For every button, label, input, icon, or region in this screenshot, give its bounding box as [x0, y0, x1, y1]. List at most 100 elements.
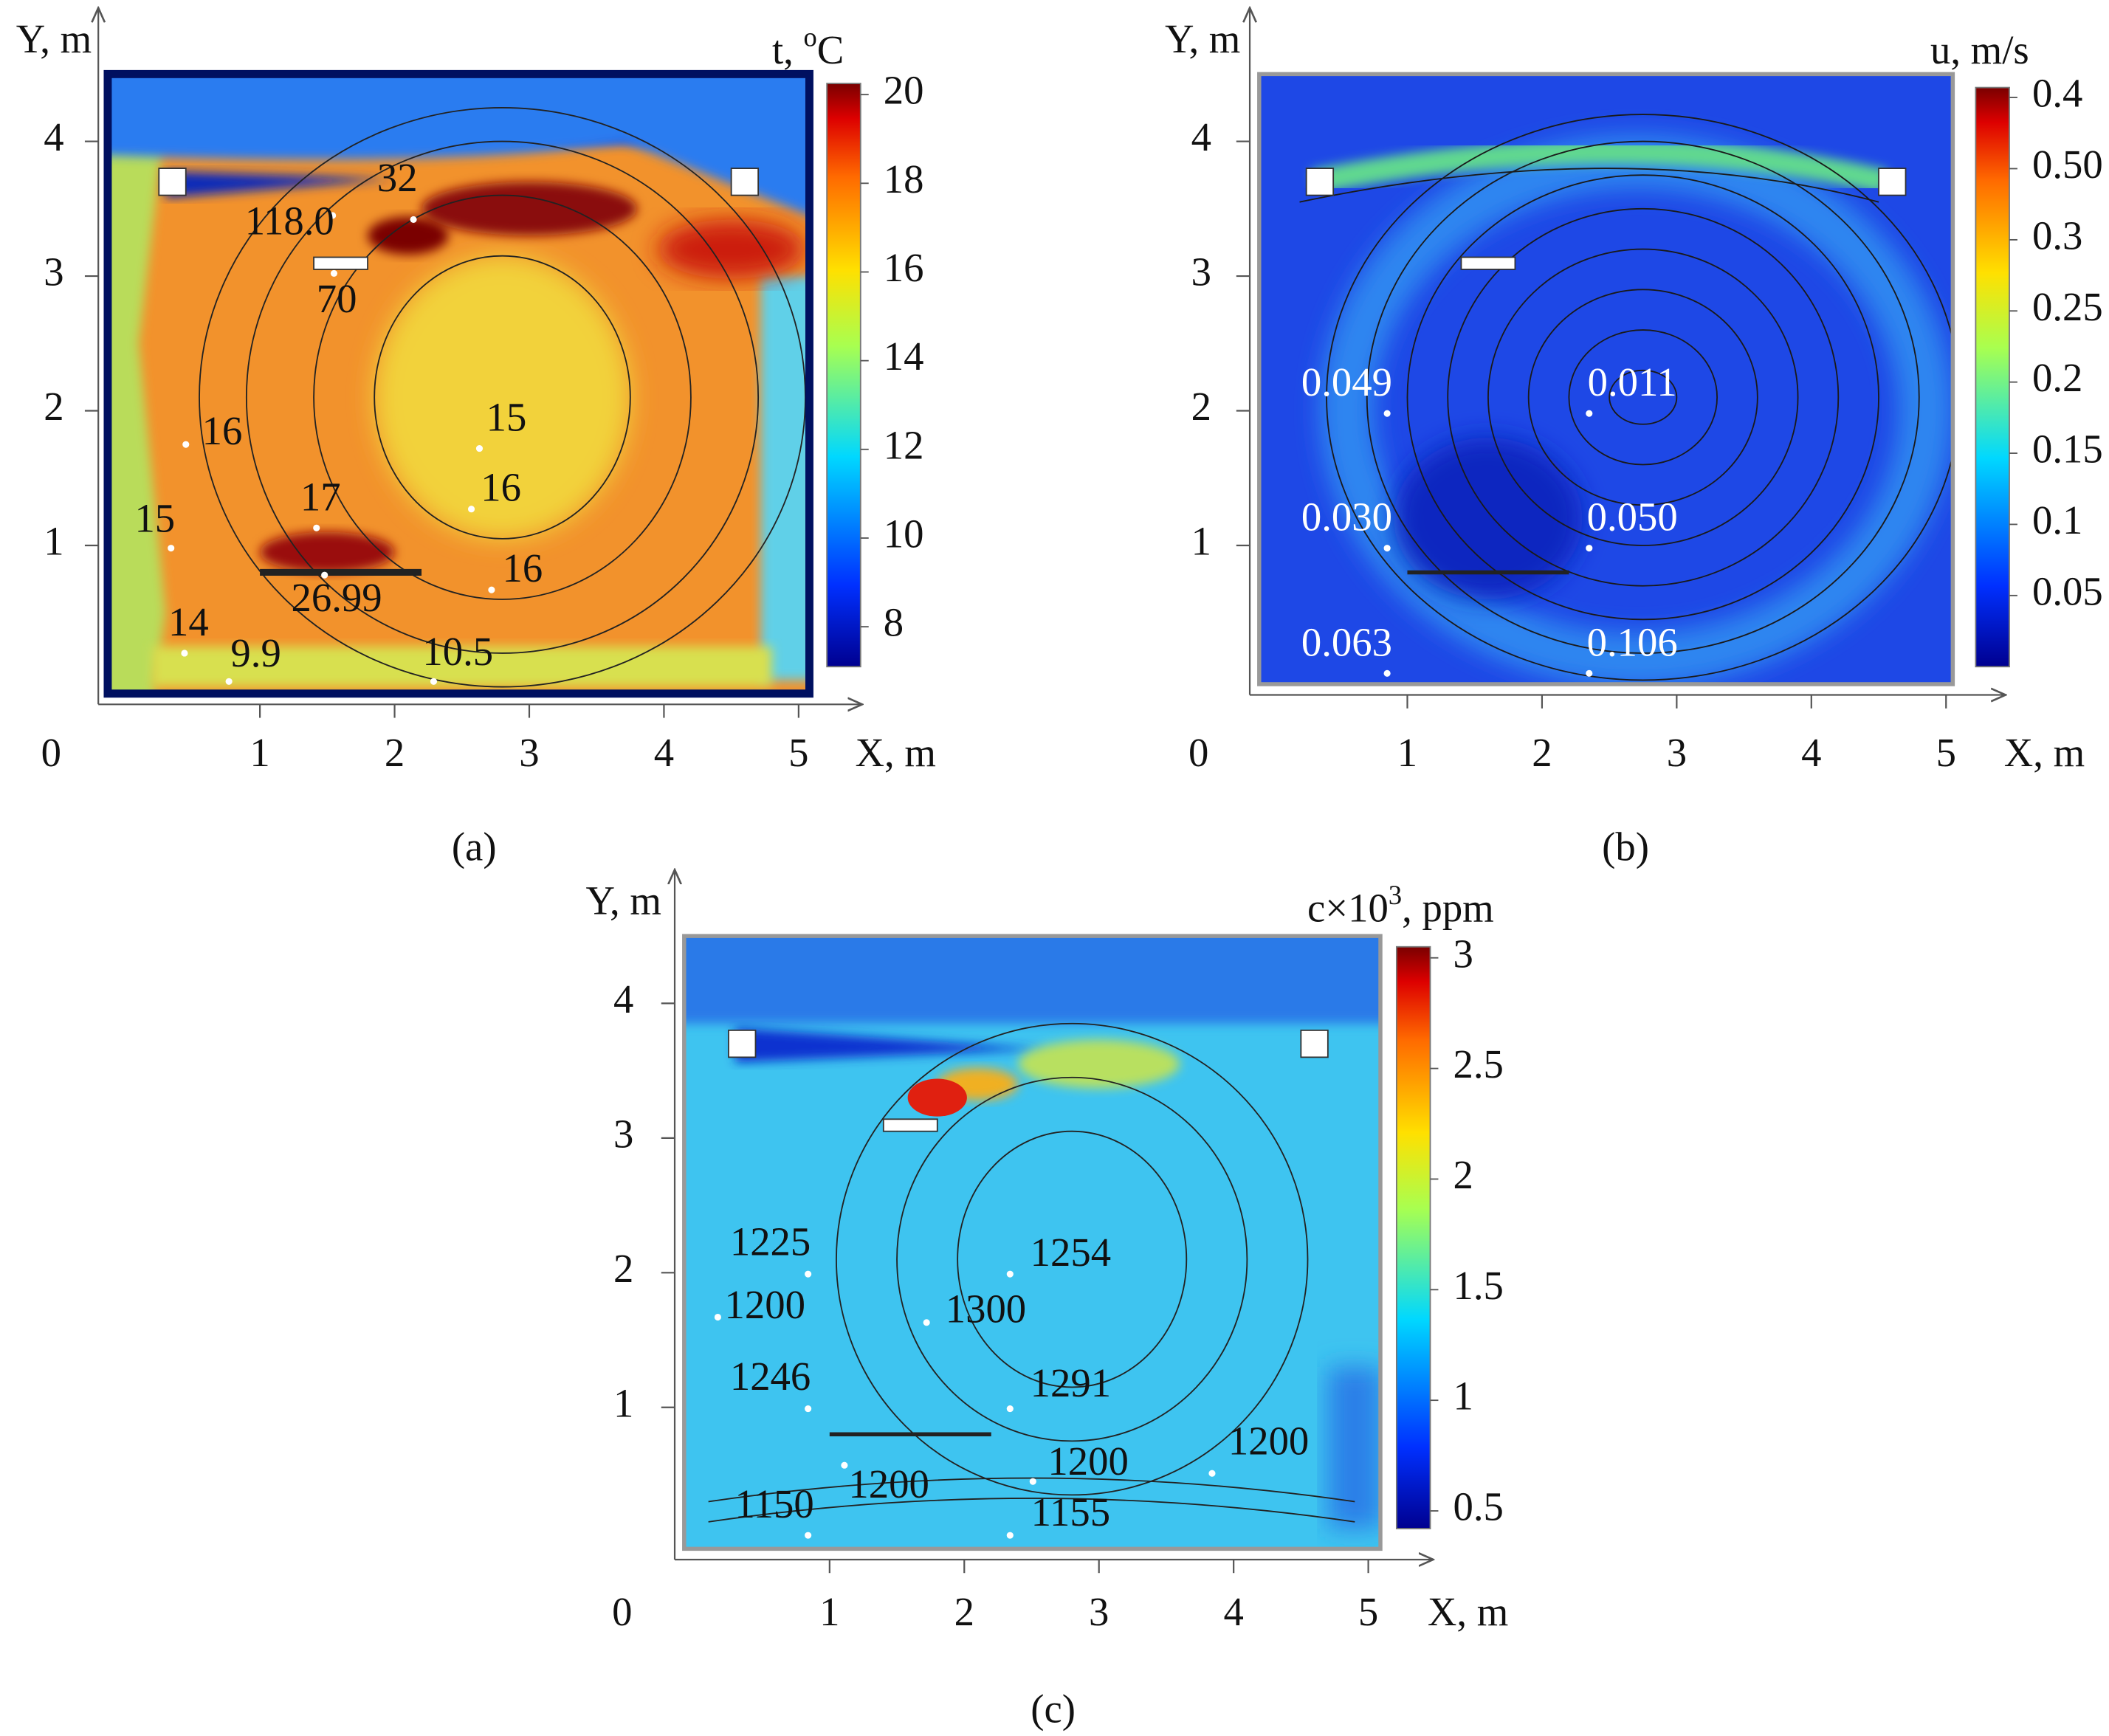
probe-point [182, 441, 190, 448]
probe-point [330, 269, 338, 277]
colorbar-title-text: c×10 [1307, 885, 1389, 930]
field-cool-left [107, 74, 171, 694]
colorbar [1395, 946, 1431, 1529]
inlet [728, 1029, 757, 1058]
streamline [1366, 140, 1920, 654]
probe-point [1006, 1270, 1014, 1278]
contour-line [836, 1022, 1309, 1496]
contour-line [245, 140, 760, 654]
plot-frame [1257, 72, 1955, 686]
probe-point [1383, 669, 1391, 677]
colorbar-tick-label: 2.5 [1453, 1041, 1504, 1086]
probe-label: 0.049 [1301, 359, 1392, 404]
origin-label: 0 [1188, 730, 1208, 775]
y-tick-label: 2 [613, 1246, 633, 1291]
probe-point [410, 216, 417, 223]
probe-point [1586, 410, 1593, 417]
probe-label: 0.030 [1301, 495, 1392, 540]
field-cool-top [684, 936, 1381, 1024]
probe-label: 1200 [848, 1461, 929, 1506]
colorbar-tick-label: 0.2 [2032, 355, 2082, 400]
contour-line [957, 1130, 1188, 1388]
probe-label: 16 [202, 408, 243, 453]
x-tick-label: 1 [1397, 730, 1417, 775]
y-tick-label: 1 [44, 519, 63, 564]
heater [1460, 256, 1516, 270]
x-tick-label: 4 [1223, 1589, 1243, 1634]
field-jet [735, 1027, 1045, 1063]
streamline [1568, 329, 1718, 466]
field-cool-right [1327, 1367, 1381, 1529]
colorbar-title-text: u, m/s [1930, 27, 2029, 72]
field-cool-bottom [152, 646, 772, 687]
colorbar-title: c×103, ppm [1307, 880, 1494, 929]
probe-label: 9.9 [230, 630, 281, 675]
colorbar-title-end: , ppm [1402, 885, 1494, 930]
y-tick-label: 3 [1191, 249, 1211, 294]
colorbar-tick-label: 10 [884, 512, 924, 557]
probe-point [329, 212, 337, 219]
colorbar-title-sup: o [804, 22, 817, 52]
probe-point [430, 678, 438, 685]
field-cool-right [760, 276, 810, 681]
plot-frame [103, 69, 813, 698]
probe-label: 14 [168, 599, 209, 644]
field-core [1394, 438, 1583, 599]
probe-point [1006, 1532, 1014, 1539]
panel-label: (b) [1602, 824, 1649, 869]
y-tick-label: 4 [613, 976, 633, 1022]
colorbar-tick-label: 18 [884, 156, 924, 202]
x-tick-label: 4 [1801, 730, 1821, 775]
colorbar-title-text: t, [772, 27, 804, 72]
probe-label: 15 [134, 496, 175, 541]
field-source [907, 1078, 967, 1117]
y-tick-label: 1 [1191, 519, 1211, 564]
probe-label: 1291 [1031, 1360, 1111, 1405]
colorbar-tick-label: 3 [1453, 931, 1473, 976]
inlet [1305, 168, 1335, 196]
probe-point [841, 1461, 848, 1469]
inlet [1878, 168, 1907, 196]
probe-point [467, 506, 475, 513]
colorbar-tick-label: 2 [1453, 1152, 1473, 1197]
probe-point [1383, 545, 1391, 552]
field-warm-core [374, 255, 630, 539]
probe-point [805, 1270, 812, 1278]
probe-label: 1200 [725, 1282, 805, 1327]
contour-line [708, 1498, 1355, 1523]
y-tick-label: 3 [44, 249, 63, 294]
probe-point [488, 586, 495, 593]
colorbar-tick-label: 0.05 [2032, 568, 2103, 613]
colorbar-title-sup: 3 [1389, 880, 1402, 910]
x-tick-label: 3 [1667, 730, 1687, 775]
field-plume2 [657, 219, 805, 279]
colorbar-tick-label: 20 [884, 68, 924, 113]
colorbar-tick-label: 16 [884, 245, 924, 290]
field-jet [1310, 139, 1888, 194]
y-tick-label: 4 [1191, 114, 1211, 159]
y-tick-label: 3 [613, 1111, 633, 1156]
colorbar-tick-label: 1.5 [1453, 1263, 1504, 1308]
colorbar-tick-label: 12 [884, 422, 924, 467]
probe-label: 1246 [730, 1354, 811, 1399]
streamline [1447, 207, 1840, 587]
y-axis-label: Y, m [1165, 16, 1240, 61]
origin-label: 0 [612, 1589, 632, 1634]
x-axis-label: X, m [2004, 730, 2085, 775]
plot-field [107, 74, 810, 694]
x-tick-label: 5 [788, 730, 808, 775]
contour-line [374, 255, 631, 540]
probe-label: 0.106 [1587, 619, 1678, 664]
probe-label: 1300 [946, 1286, 1026, 1332]
probe-label: 0.063 [1301, 619, 1392, 664]
y-axis-label: Y, m [586, 878, 661, 923]
colorbar-title: t, oC [772, 22, 844, 72]
x-tick-label: 3 [519, 730, 539, 775]
plot-field [684, 936, 1381, 1549]
panel-label: (c) [1031, 1687, 1076, 1732]
colorbar-title-end: C [817, 27, 844, 72]
heater [882, 1118, 938, 1132]
field-heater-hot [260, 531, 395, 573]
field-jet [165, 170, 395, 199]
